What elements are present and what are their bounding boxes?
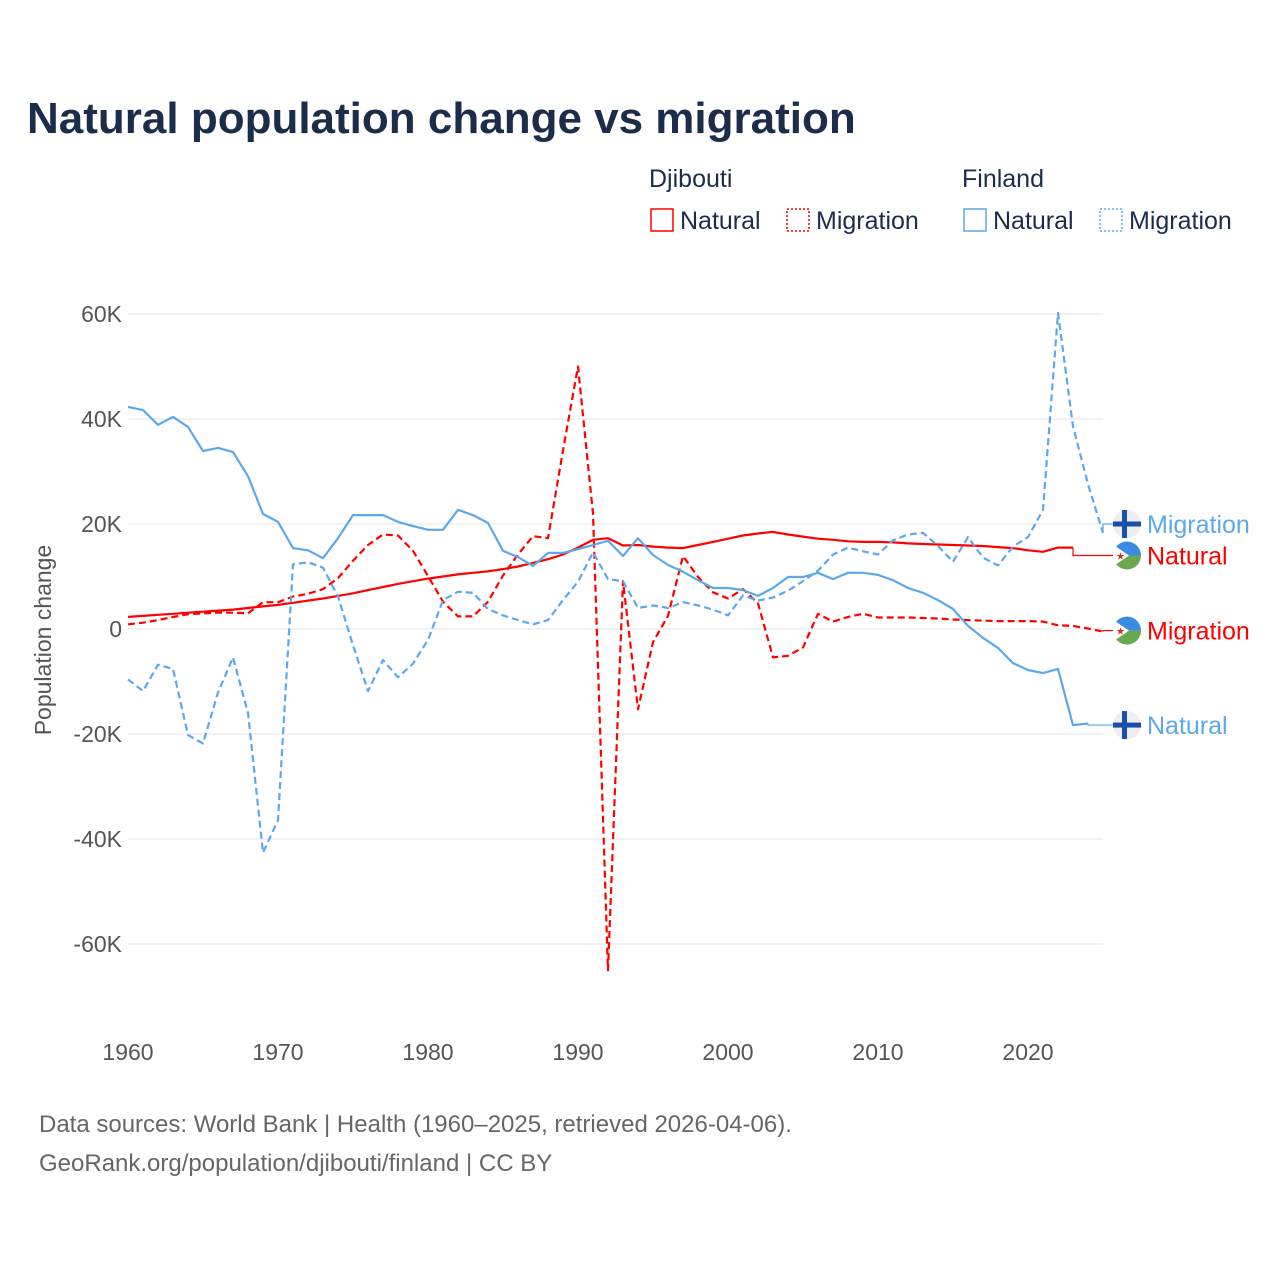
legend-swatch-finland-migration [1099,208,1123,232]
footer-link[interactable]: GeoRank.org/population/djibouti/finland … [39,1150,552,1177]
grid [128,313,1103,945]
footer-source: Data sources: World Bank | Health (1960–… [39,1111,792,1138]
svg-text:★: ★ [1116,552,1125,563]
legend-group-finland: Finland [962,165,1044,193]
x-tick-label: 2010 [852,1039,903,1065]
y-tick-label: 20K [81,511,123,537]
x-tick-label: 1990 [552,1039,603,1065]
y-tick-label: -60K [73,931,122,957]
y-tick-label: -40K [73,826,122,852]
y-axis-ticks: 60K 40K 20K 0 -20K -40K -60K [73,301,122,957]
legend-label-finland-natural[interactable]: Natural [993,207,1074,235]
y-tick-label: 0 [109,616,122,642]
end-label: Migration [1147,618,1250,646]
svg-text:★: ★ [1116,627,1125,638]
x-tick-label: 2020 [1002,1039,1053,1065]
series-lines [127,311,1105,972]
legend-group-djibouti: Djibouti [649,165,732,193]
legend-label-djibouti-natural[interactable]: Natural [680,207,761,235]
x-tick-label: 1980 [402,1039,453,1065]
djibouti-flag-icon: ★ [1113,541,1141,570]
x-tick-label: 1970 [252,1039,303,1065]
finland-flag-icon [1113,711,1141,740]
end-label: Migration [1147,511,1250,539]
legend-swatch-finland-natural [963,208,987,232]
x-tick-label: 1960 [102,1039,153,1065]
end-label-connector [1072,547,1127,557]
end-label: Natural [1147,543,1228,571]
x-tick-label: 2000 [702,1039,753,1065]
legend-swatch-djibouti-migration [786,208,810,232]
x-axis-ticks: 1960 1970 1980 1990 2000 2010 2020 [102,1039,1053,1065]
series-line-djibouti-natural[interactable] [127,530,1073,618]
legend-swatch-djibouti-natural [650,208,674,232]
y-tick-label: -20K [73,721,122,747]
end-label: Natural [1147,712,1228,740]
legend-label-djibouti-migration[interactable]: Migration [816,207,919,235]
y-axis-label: Population change [30,545,56,736]
legend-label-finland-migration[interactable]: Migration [1129,207,1232,235]
series-line-djibouti-migration[interactable] [127,365,1104,972]
legend: Djibouti Natural Migration Finland Natur… [649,165,1232,235]
y-tick-label: 60K [81,301,123,327]
y-tick-label: 40K [81,406,123,432]
series-line-finland-natural[interactable] [127,405,1089,727]
end-labels: ★ Natural ★ Migration Natural Migration [1072,510,1250,740]
series-line-finland-migration[interactable] [127,311,1105,854]
finland-flag-icon [1113,510,1141,538]
djibouti-flag-icon: ★ [1113,616,1141,645]
chart-title: Natural population change vs migration [27,94,856,143]
